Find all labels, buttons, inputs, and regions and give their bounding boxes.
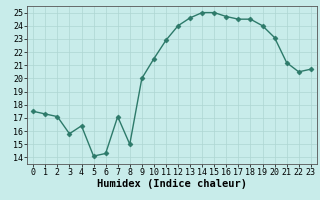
X-axis label: Humidex (Indice chaleur): Humidex (Indice chaleur) [97,179,247,189]
